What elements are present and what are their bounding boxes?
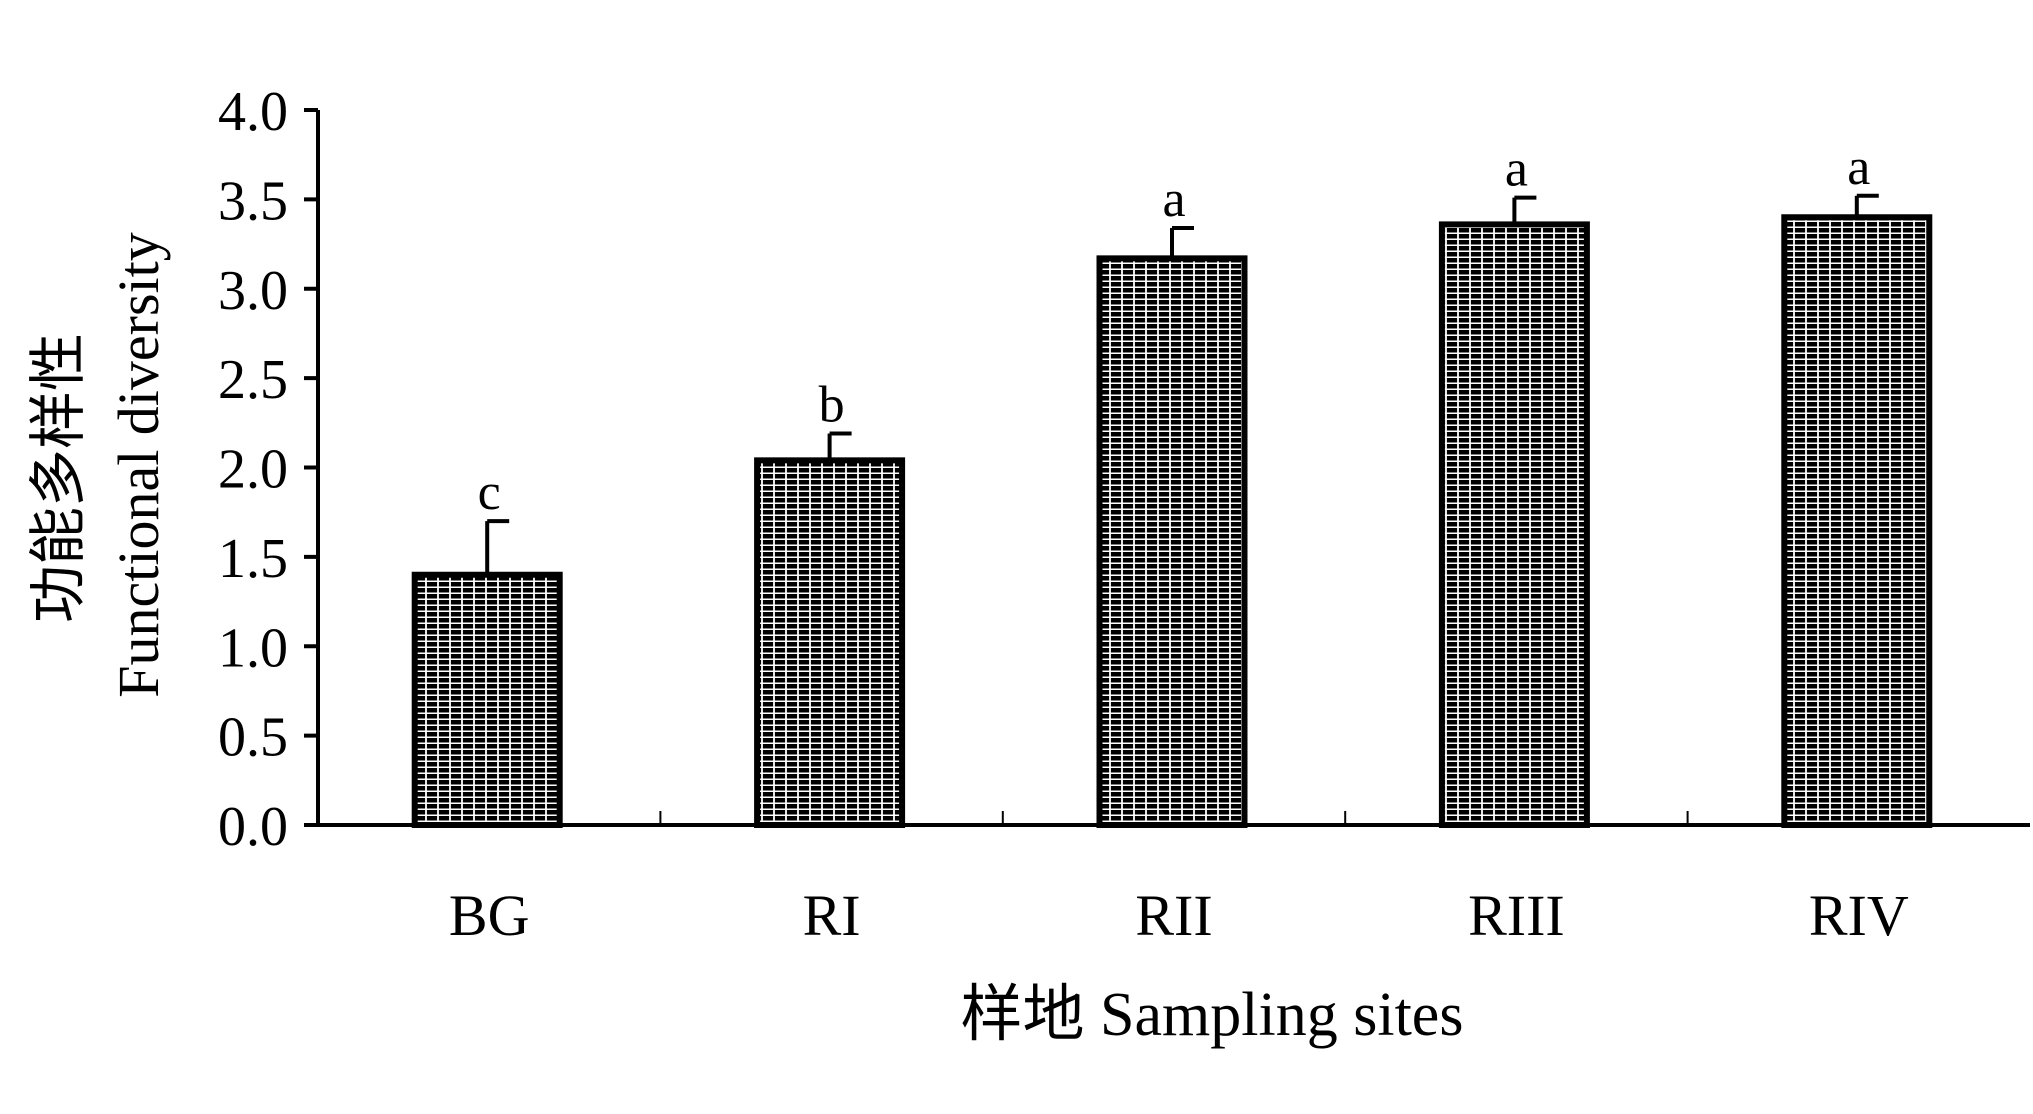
y-tick-label: 3.5	[218, 170, 288, 232]
x-tick-label: RI	[803, 883, 861, 948]
significance-letter: c	[478, 464, 501, 521]
significance-letter: b	[819, 377, 845, 434]
significance-letter: a	[1847, 139, 1870, 196]
y-tick-label: 4.0	[218, 81, 288, 143]
significance-letter: a	[1505, 141, 1528, 198]
y-axis-label-cn: 功能多样性	[26, 333, 91, 623]
x-axis-label: 样地 Sampling sites	[961, 981, 1464, 1049]
y-axis-label-en: Functional diversity	[106, 232, 171, 698]
y-tick-label: 0.0	[218, 796, 288, 858]
bar-RIII	[1438, 221, 1590, 828]
y-tick-label: 1.0	[218, 617, 288, 679]
x-tick-label: RIII	[1468, 883, 1565, 948]
x-tick-label: RII	[1135, 883, 1212, 948]
y-tick-label: 2.5	[218, 349, 288, 411]
bar-RII	[1096, 255, 1248, 828]
y-tick-label: 2.0	[218, 439, 288, 501]
x-tick-label: RIV	[1809, 883, 1909, 948]
x-tick-label: BG	[449, 883, 530, 948]
y-tick-label: 3.0	[218, 260, 288, 322]
bar-RIV	[1781, 214, 1933, 828]
significance-letter: a	[1162, 171, 1185, 228]
bar-RI	[754, 457, 906, 828]
y-tick-label: 0.5	[218, 707, 288, 769]
y-tick-label: 1.5	[218, 528, 288, 590]
bar-BG	[411, 571, 563, 828]
